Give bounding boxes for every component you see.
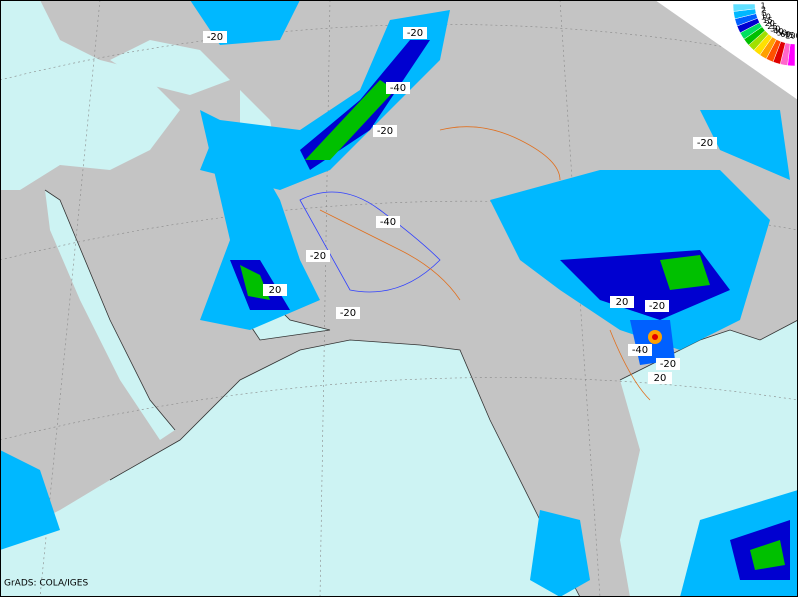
contour-label: -20 [649,301,665,312]
contour-label-box [203,31,227,43]
contour-label-box [386,82,410,94]
legend-label: 5 [762,9,767,18]
corner [655,0,798,100]
legend-swatch [732,3,756,12]
contour-label-box [610,296,634,308]
contour-label-box [645,300,669,312]
legend-label: 50 [777,29,787,38]
contour-label: -20 [697,138,713,149]
contour-label: -20 [340,308,356,319]
contour-label: -20 [207,32,223,43]
legend-label: 75 [784,31,794,40]
contour-label: 20 [654,373,667,384]
contour-label-box [628,344,652,356]
contour-label: -20 [660,359,676,370]
contour-label: -20 [407,28,423,39]
legend-label: 60 [780,30,790,39]
contour-label: -20 [377,126,393,137]
contour-label-box [263,284,287,296]
legend-label: 100 [785,31,798,40]
contour-label-box [306,250,330,262]
contour-label-box [336,307,360,319]
contour-label: -40 [632,345,648,356]
contours [299,126,651,401]
contour-label: -20 [310,251,326,262]
legend-label: 1 [761,1,766,10]
legend-label: 2 [761,5,766,14]
contour-label: -40 [390,83,406,94]
contour-label-box [693,137,717,149]
legend-label: 40 [773,27,783,36]
contour-label-box [403,27,427,39]
contour-label-box [648,372,672,384]
contour-label: 20 [269,285,282,296]
contour-label-box [656,358,680,370]
contour-label-box [376,216,400,228]
legend-label: 20 [765,19,775,28]
legend-label: 25 [767,22,777,31]
legend-label: 30 [770,25,780,34]
contour-label: -40 [380,217,396,228]
contour-label: 20 [616,297,629,308]
coastlines [44,189,798,597]
legend-label: 10 [761,13,771,22]
legend-label: 15 [763,16,773,25]
credit: GrADS: COLA/IGES [4,579,88,589]
contour-label-box [373,125,397,137]
